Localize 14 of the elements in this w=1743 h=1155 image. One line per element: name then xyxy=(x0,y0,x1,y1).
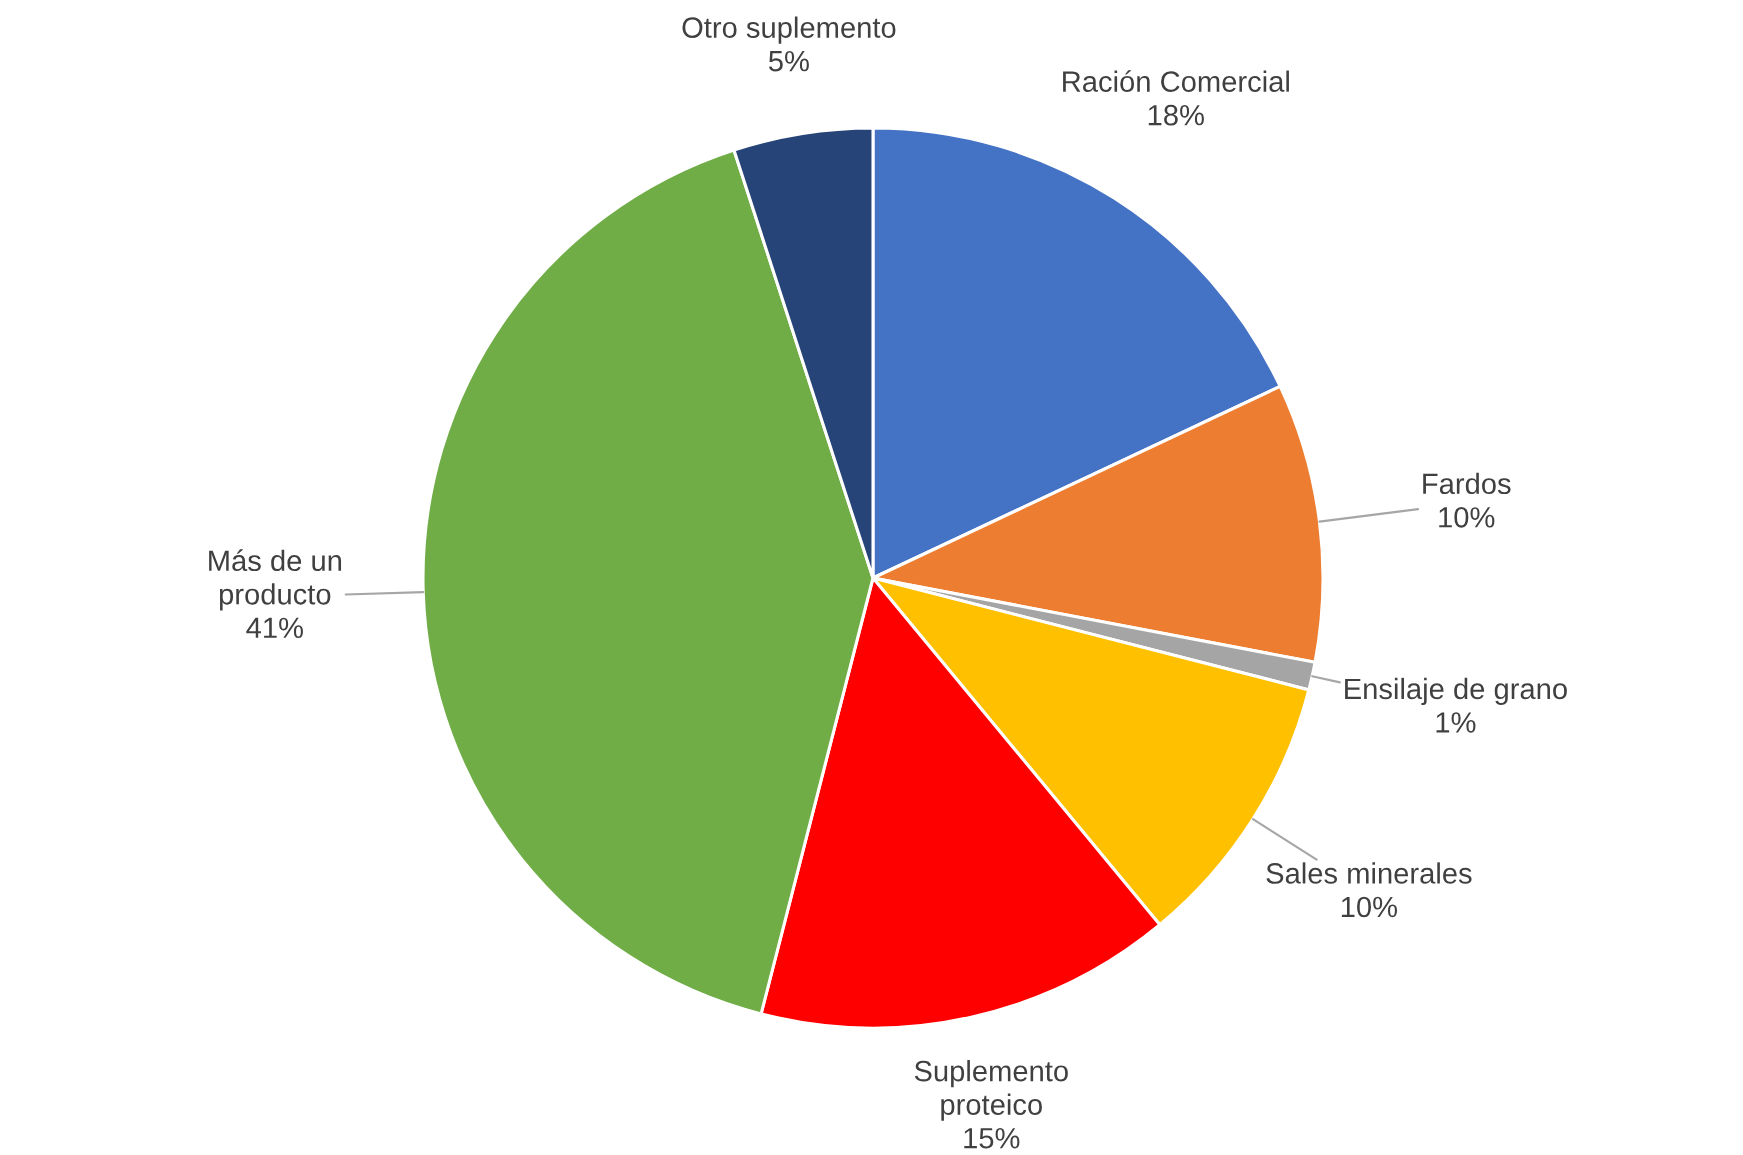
slice-label: Otro suplemento xyxy=(682,16,896,44)
slice-label: Ensilaje de grano xyxy=(1345,677,1567,706)
data-label: 5% xyxy=(768,50,809,72)
slice-label: Suplemento proteico xyxy=(914,1060,1068,1121)
data-label: 10% xyxy=(1341,896,1398,918)
slice-label: Ración Comercial xyxy=(1063,70,1289,92)
slice-label: Más de un producto xyxy=(209,549,342,611)
slice-label: Fardos xyxy=(1423,472,1511,495)
data-label: 18% xyxy=(1148,104,1204,126)
slice-label: Sales minerales xyxy=(1266,862,1472,884)
data-label: 15% xyxy=(964,1127,1020,1149)
data-label: 1% xyxy=(1436,712,1476,733)
data-label: 41% xyxy=(246,617,303,639)
data-label: 10% xyxy=(1439,507,1495,528)
